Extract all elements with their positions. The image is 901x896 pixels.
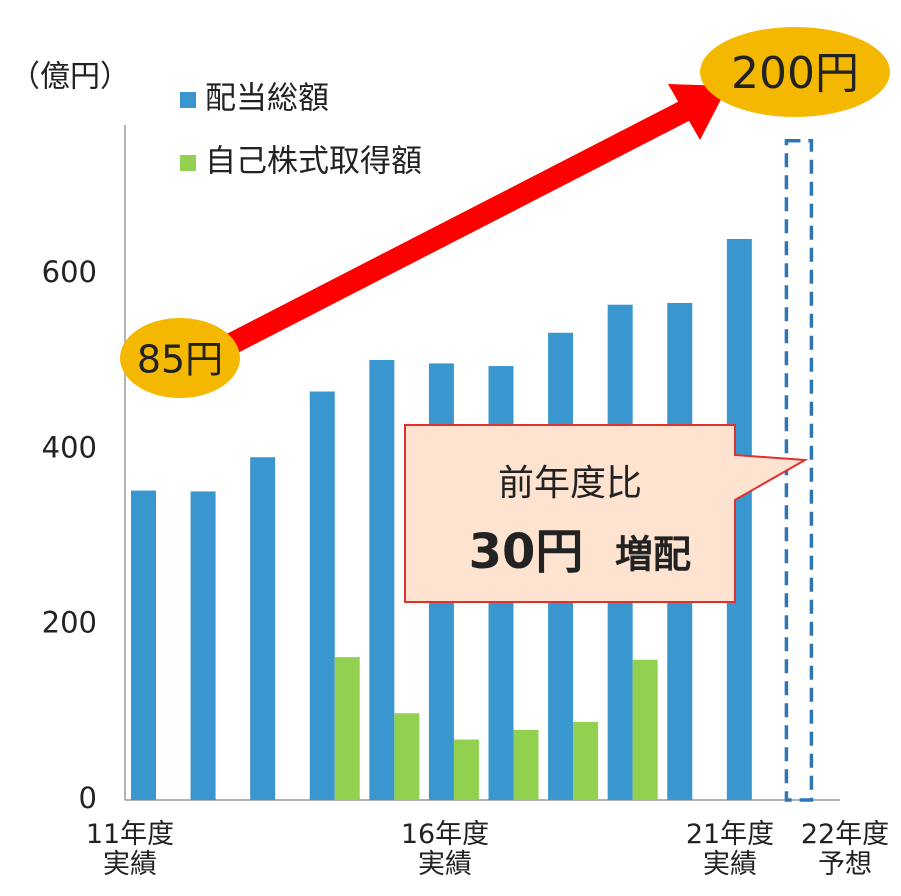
y-tick-label: 400 <box>42 430 97 464</box>
bar <box>131 490 156 800</box>
bar <box>394 713 420 800</box>
callout <box>404 424 809 603</box>
bar <box>513 729 539 800</box>
y-tick-label: 600 <box>42 255 97 289</box>
end-label: 200円 <box>731 48 859 99</box>
legend-swatch <box>180 92 196 108</box>
x-tick-label: 11年度実績 <box>86 819 174 880</box>
y-axis-label: （億円） <box>10 60 130 95</box>
start-label: 85円 <box>137 338 223 382</box>
bar <box>369 359 395 800</box>
callout-word: 増配 <box>615 533 691 577</box>
bar <box>334 657 360 800</box>
bar <box>573 721 599 800</box>
legend-label: 自己株式取得額 <box>205 144 422 180</box>
arrow-head <box>668 84 728 140</box>
legend-swatch <box>180 155 196 171</box>
start-badge <box>120 318 240 398</box>
y-tick-label: 200 <box>42 606 97 640</box>
x-tick-label: 21年度実績 <box>686 819 774 880</box>
bar <box>250 457 276 800</box>
x-tick-label: 16年度実績 <box>401 819 489 880</box>
bar <box>190 491 216 800</box>
x-tick-label: 22年度予想 <box>801 819 889 880</box>
trend-arrow <box>194 98 696 370</box>
forecast-bar <box>784 139 814 802</box>
end-badge <box>700 27 890 117</box>
bar <box>309 391 335 800</box>
callout-amount: 30円 <box>469 524 584 580</box>
y-tick-label: 0 <box>79 781 97 815</box>
bar <box>632 659 658 800</box>
plot-area: 0 200 400 600 11年度実績 16年度実績 21年度実績 22年度予想 配当総額自己… <box>42 81 890 880</box>
bar <box>453 739 479 800</box>
callout-line1: 前年度比 <box>498 463 642 504</box>
legend-label: 配当総額 <box>205 81 329 117</box>
